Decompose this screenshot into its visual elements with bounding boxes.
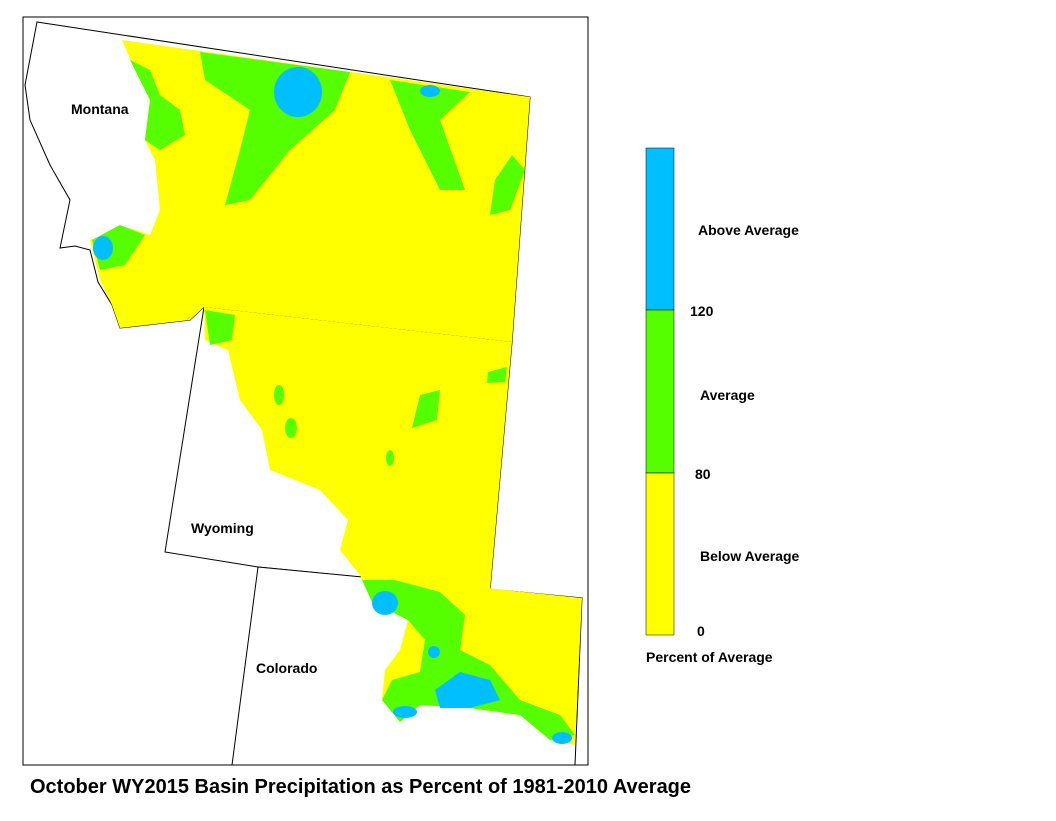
state-label: Wyoming: [191, 520, 254, 536]
legend-swatch: [645, 309, 675, 474]
legend-break: 120: [690, 303, 714, 319]
state-label: Colorado: [256, 660, 317, 676]
map-title: October WY2015 Basin Precipitation as Pe…: [30, 776, 691, 798]
legend-label: Average: [700, 387, 755, 403]
legend-title: Percent of Average: [646, 649, 773, 665]
basin-area: [204, 307, 512, 590]
map: [24, 21, 583, 766]
above-average-zones: [93, 67, 572, 744]
legend-swatch: [645, 472, 675, 636]
legend-break: 80: [695, 466, 711, 482]
legend-swatch: [645, 147, 675, 311]
legend-break: 0: [697, 623, 705, 639]
legend-label: Above Average: [698, 222, 799, 238]
legend: Above Average Average Below Average 120 …: [645, 147, 800, 665]
legend-label: Below Average: [700, 548, 800, 564]
state-label: Montana: [71, 101, 129, 117]
